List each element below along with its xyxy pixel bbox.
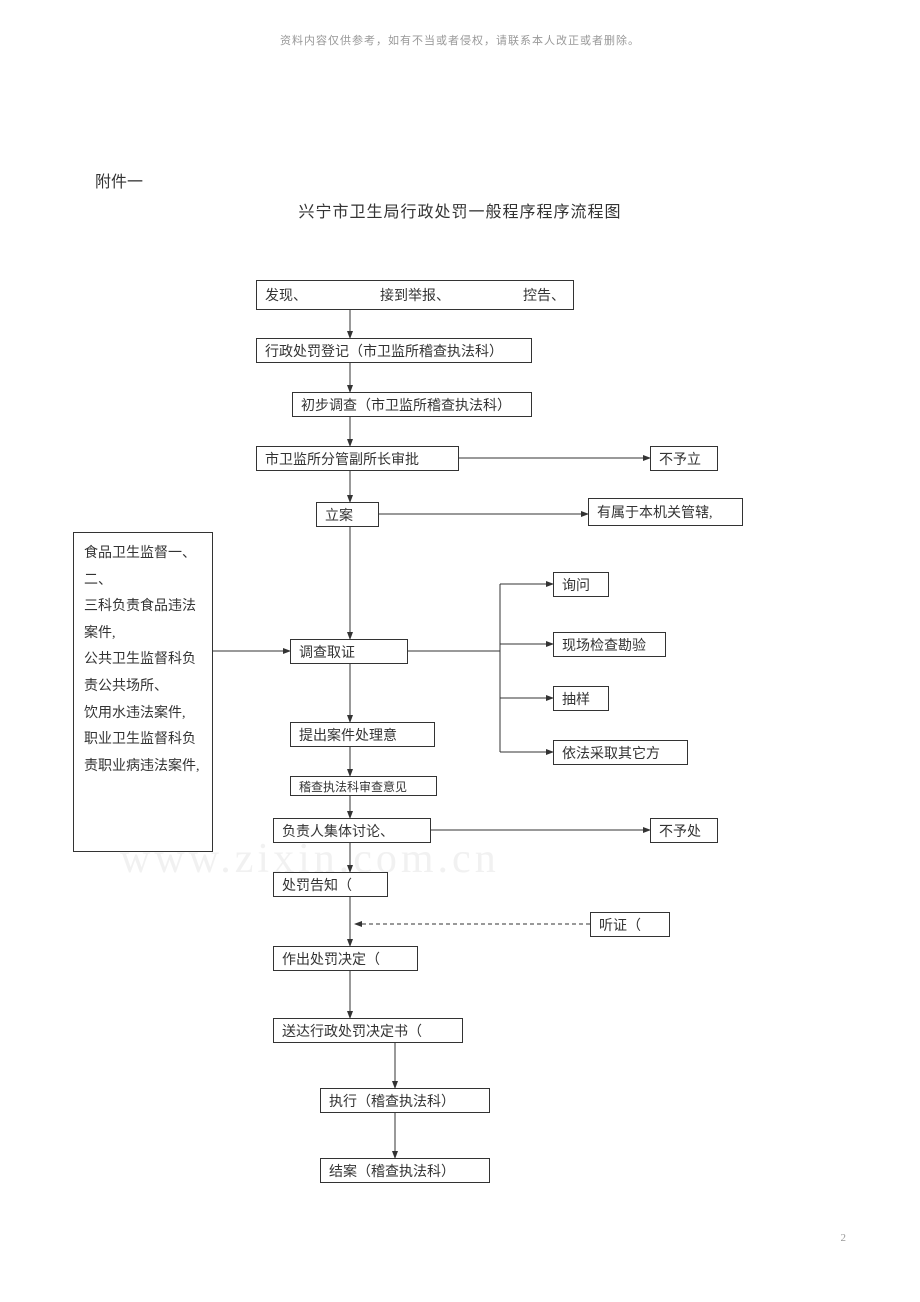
flow-node-n19: 听证（ <box>590 912 670 937</box>
flow-node-n1: 发现、 接到举报、 控告、 <box>256 280 574 310</box>
flow-node-n21: 送达行政处罚决定书（ <box>273 1018 463 1043</box>
flow-node-n20: 作出处罚决定（ <box>273 946 418 971</box>
flow-node-n18: 处罚告知（ <box>273 872 388 897</box>
flow-node-n11: 现场检查勘验 <box>553 632 666 657</box>
node-text-segment: 接到举报、 <box>380 285 450 305</box>
flow-node-n4: 市卫监所分管副所长审批 <box>256 446 459 471</box>
node-text-segment: 发现、 <box>265 285 307 305</box>
flow-node-n13: 提出案件处理意 <box>290 722 435 747</box>
flow-node-n15: 稽查执法科审查意见 <box>290 776 437 796</box>
flow-node-n5: 不予立 <box>650 446 718 471</box>
flow-node-n12: 抽样 <box>553 686 609 711</box>
flow-node-n8: 食品卫生监督一、二、三科负责食品违法案件,公共卫生监督科负责公共场所、饮用水违法… <box>73 532 213 852</box>
flow-node-n3: 初步调查（市卫监所稽查执法科） <box>292 392 532 417</box>
node-text: 食品卫生监督一、二、三科负责食品违法案件,公共卫生监督科负责公共场所、饮用水违法… <box>84 541 200 780</box>
flow-node-n22: 执行（稽查执法科） <box>320 1088 490 1113</box>
flow-node-n6: 立案 <box>316 502 379 527</box>
flow-node-n9: 调查取证 <box>290 639 408 664</box>
flow-node-n10: 询问 <box>553 572 609 597</box>
flow-node-n23: 结案（稽查执法科） <box>320 1158 490 1183</box>
flow-node-n17: 不予处 <box>650 818 718 843</box>
flow-node-n7: 有属于本机关管辖, <box>588 498 743 526</box>
flow-node-n2: 行政处罚登记（市卫监所稽查执法科） <box>256 338 532 363</box>
flow-node-n14: 依法采取其它方 <box>553 740 688 765</box>
flow-node-n16: 负责人集体讨论、 <box>273 818 431 843</box>
node-text-segment: 控告、 <box>523 285 565 305</box>
flow常-canvas: 发现、 接到举报、 控告、行政处罚登记（市卫监所稽查执法科） 初步调查（市卫监所稽查执… <box>0 0 920 1302</box>
